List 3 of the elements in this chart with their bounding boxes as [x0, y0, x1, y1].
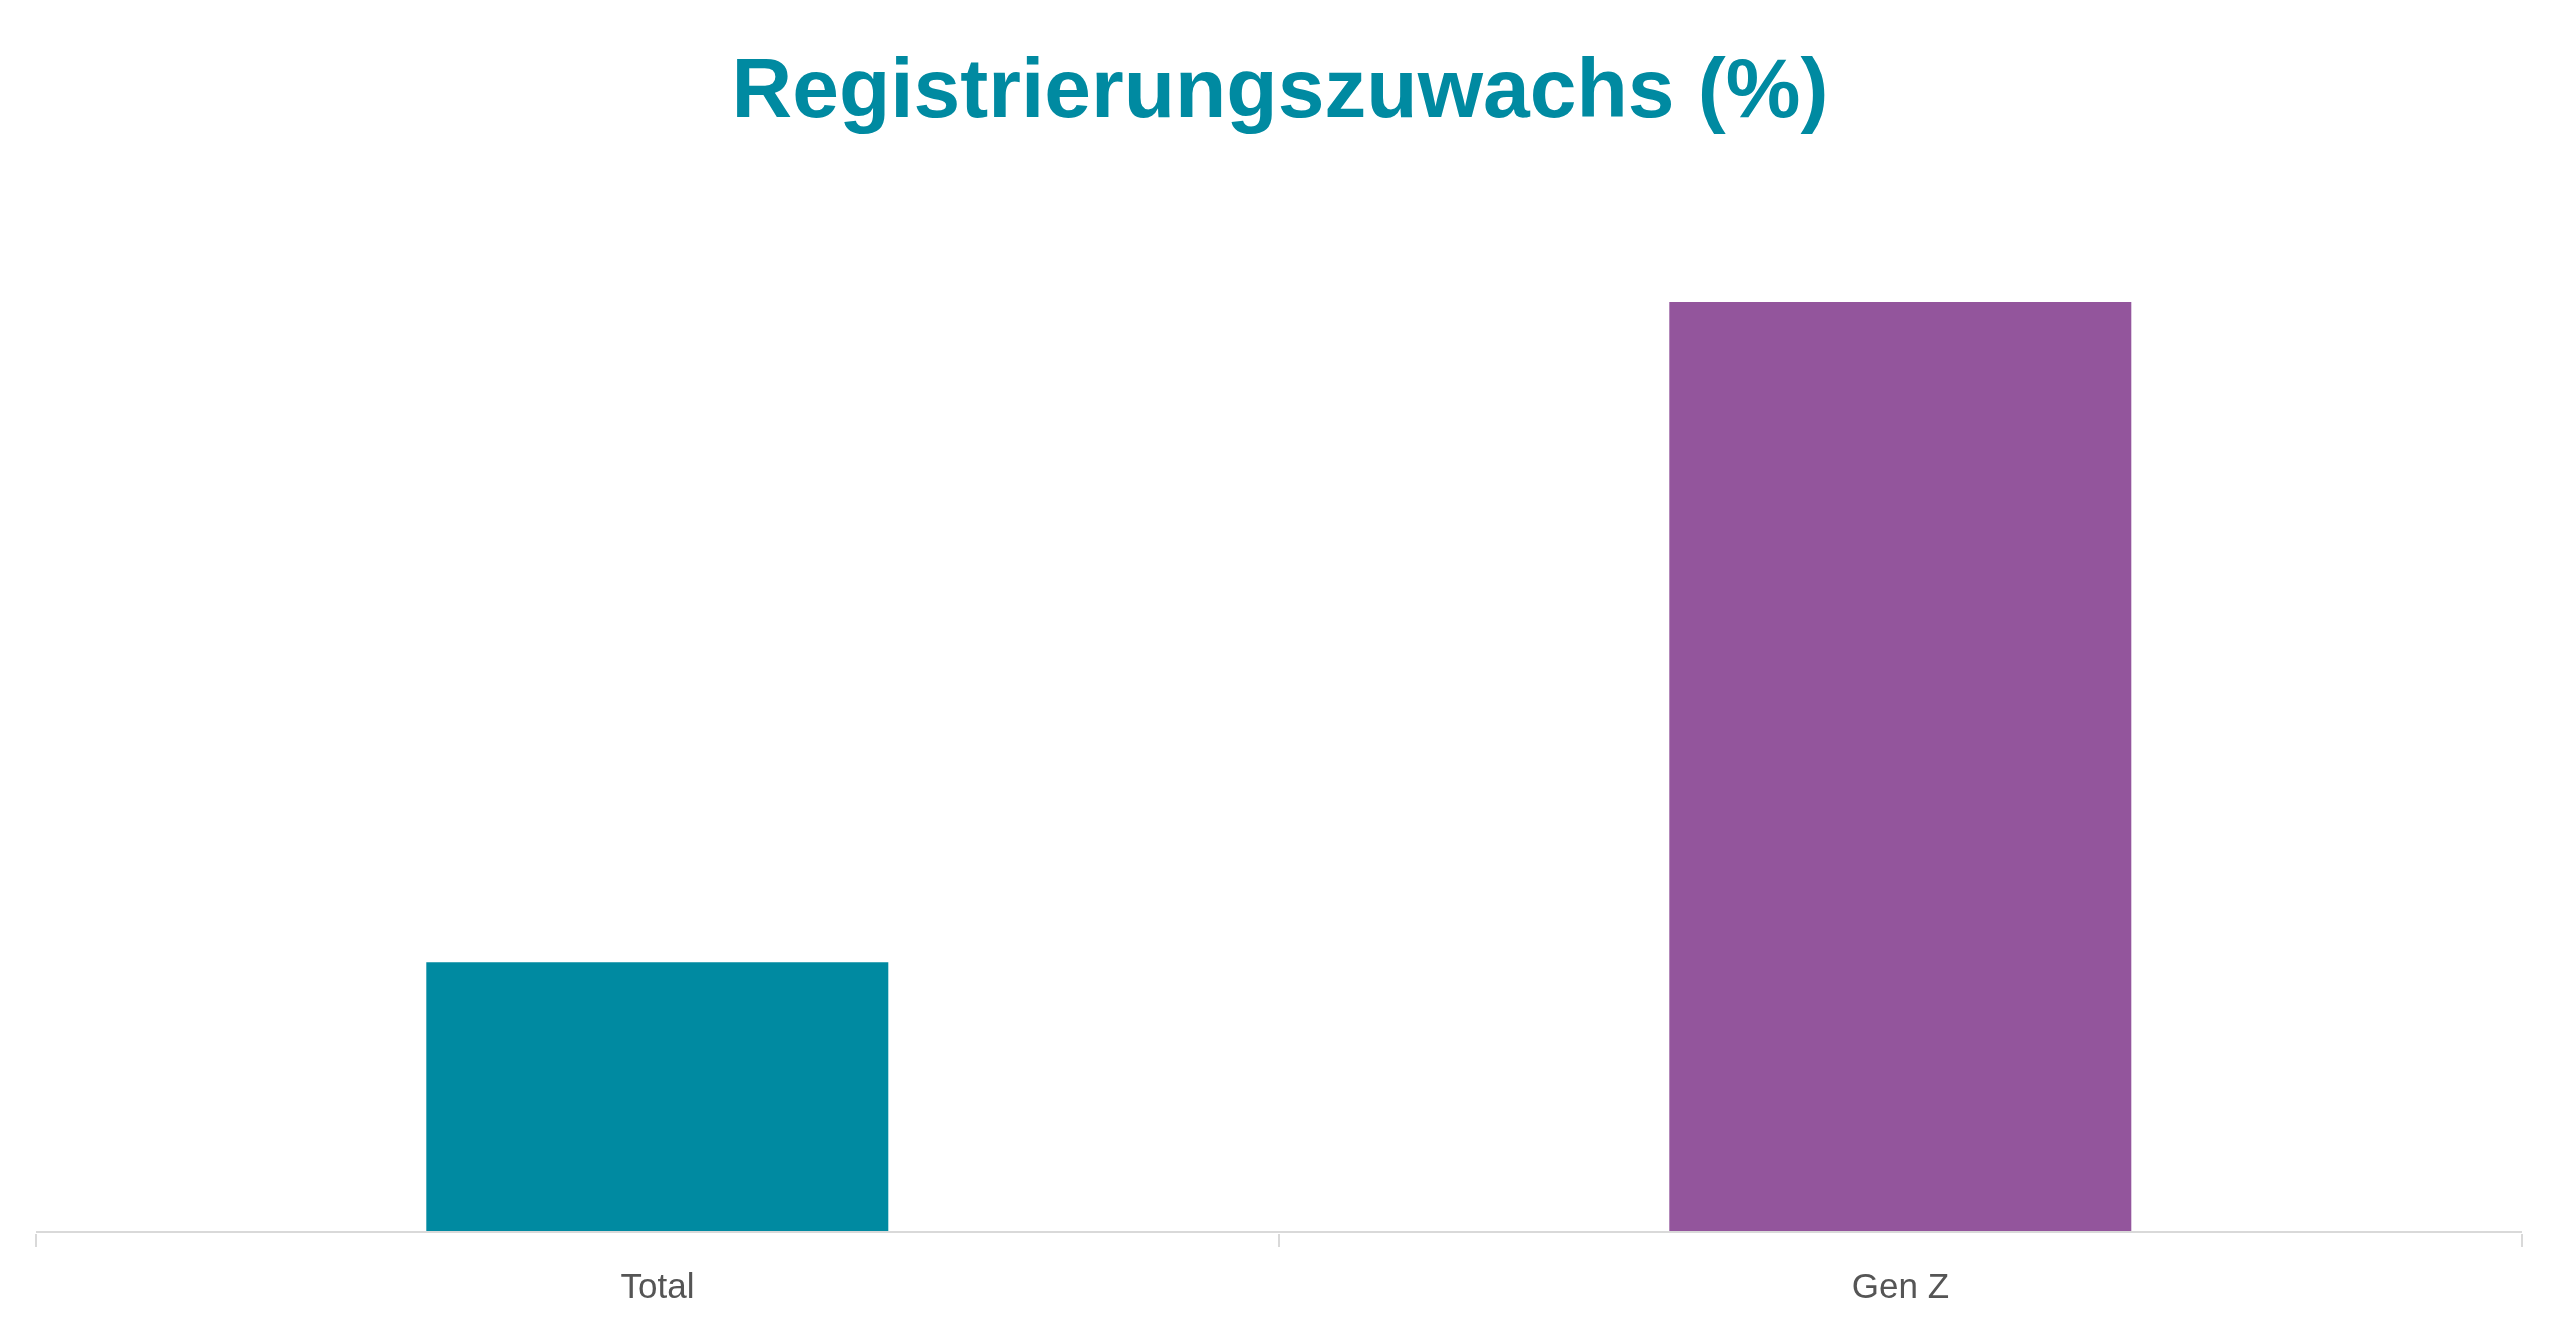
- x-tick-label: Gen Z: [1851, 1266, 1950, 1306]
- chart-title: Registrierungszuwachs (%): [730, 40, 1830, 137]
- x-tick-label: Total: [620, 1266, 695, 1306]
